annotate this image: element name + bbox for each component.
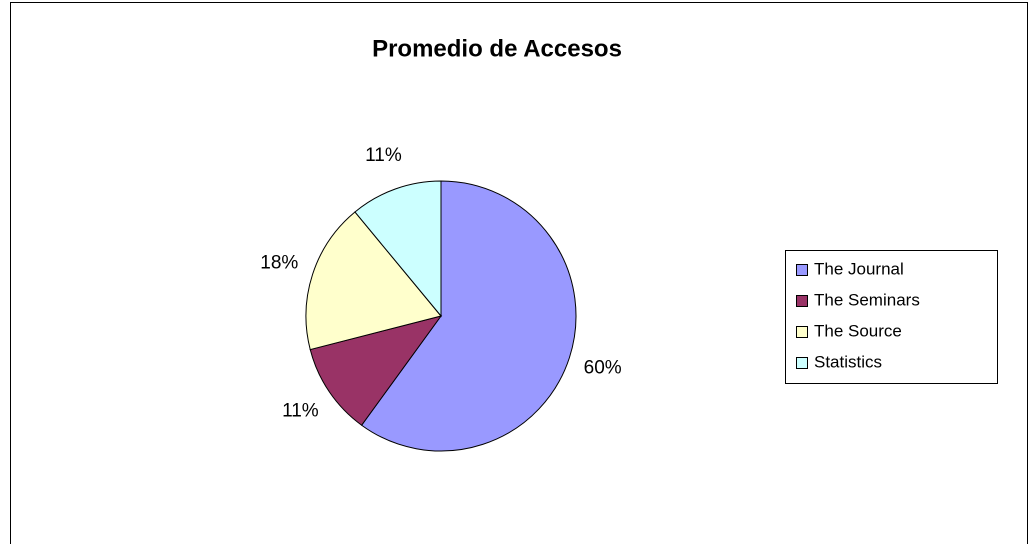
pie-slice <box>305 211 442 351</box>
legend-label: The Journal <box>814 259 904 278</box>
legend-label: The Seminars <box>814 290 920 309</box>
pie-slice <box>360 180 577 452</box>
chart-title: Promedio de Accesos <box>372 35 622 62</box>
legend-swatch <box>796 326 808 338</box>
pie-slice <box>354 180 442 318</box>
legend-swatch <box>796 264 808 276</box>
pie-slice <box>309 315 443 426</box>
data-label: 18% <box>260 252 298 273</box>
legend-label: Statistics <box>814 352 882 371</box>
legend-swatch <box>796 295 808 307</box>
legend-swatch <box>796 357 808 369</box>
data-label: 11% <box>282 401 319 422</box>
legend-label: The Source <box>814 321 902 340</box>
data-label: 11% <box>365 145 402 166</box>
legend-box <box>785 250 998 384</box>
data-label: 60% <box>584 358 622 379</box>
